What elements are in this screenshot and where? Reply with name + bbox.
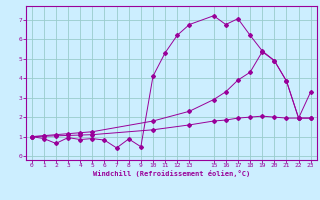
X-axis label: Windchill (Refroidissement éolien,°C): Windchill (Refroidissement éolien,°C) (92, 170, 250, 177)
